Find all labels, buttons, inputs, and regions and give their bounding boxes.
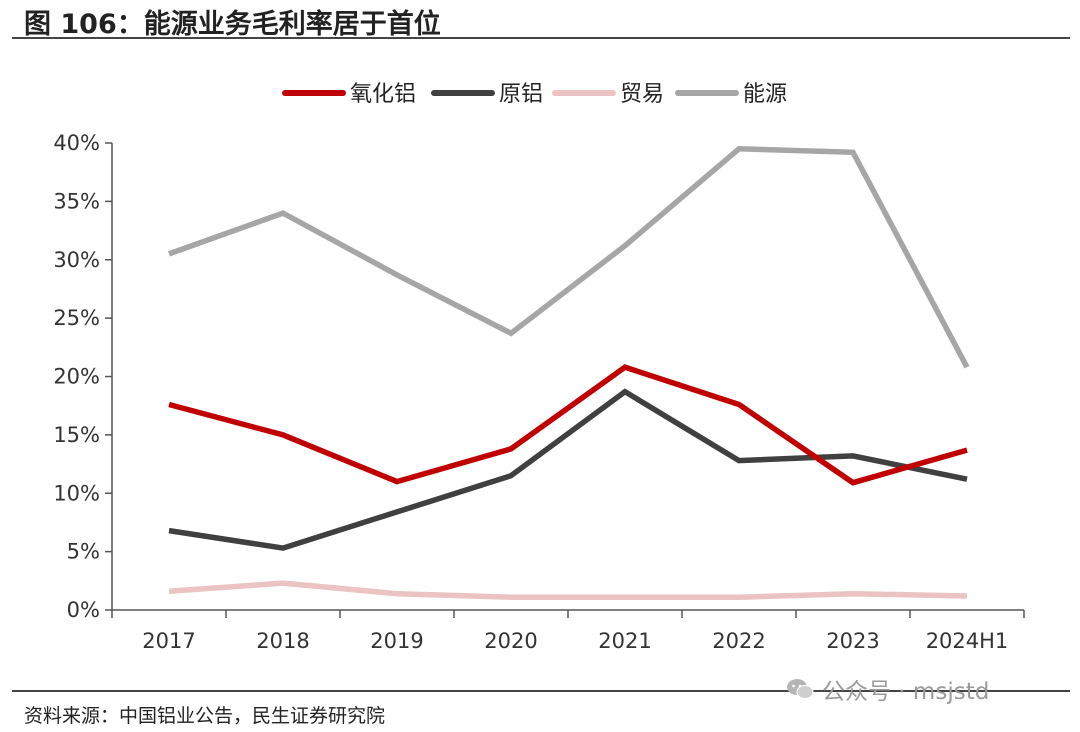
y-tick-label: 40%: [53, 131, 100, 155]
y-tick-label: 0%: [67, 598, 100, 622]
legend-label: 贸易: [620, 82, 664, 107]
series-line-1: [168, 364, 968, 486]
y-tick-label: 30%: [53, 248, 100, 272]
x-tick-label: 2022: [712, 629, 765, 653]
x-tick-label: 2021: [598, 629, 651, 653]
series-line-4: [168, 146, 970, 369]
series-line-2: [168, 388, 968, 551]
y-tick-label: 15%: [53, 423, 100, 447]
figure-title: 图 106：能源业务毛利率居于首位: [24, 9, 441, 40]
source-rule: [12, 690, 1070, 692]
watermark: 公众号 · msjstd: [786, 672, 989, 706]
y-tick-label: 10%: [53, 481, 100, 505]
x-tick-label: 2018: [256, 629, 309, 653]
line-chart: 氧化铝 原铝 贸易 能源 0% 5% 10% 15% 20% 25% 30% 35% 40% 2017 2…: [53, 82, 1025, 653]
wechat-icon: [787, 679, 814, 699]
legend-label: 氧化铝: [350, 82, 416, 107]
x-tick-label: 2023: [826, 629, 879, 653]
source-note: 资料来源：中国铝业公告，民生证券研究院: [24, 705, 386, 727]
watermark-text: 公众号 · msjstd: [822, 679, 990, 705]
title-rule: [12, 37, 1070, 39]
legend-label: 原铝: [499, 82, 543, 107]
y-tick-label: 5%: [67, 540, 100, 564]
chart-legend: 氧化铝 原铝 贸易 能源: [282, 82, 787, 107]
series-line-3: [168, 580, 968, 600]
chart-axes: 0% 5% 10% 15% 20% 25% 30% 35% 40% 2017 2018 2019 202…: [53, 131, 1025, 653]
chart-series: [168, 146, 970, 600]
legend-label: 能源: [743, 82, 787, 107]
y-tick-label: 35%: [53, 189, 100, 213]
x-tick-label: 2019: [370, 629, 423, 653]
y-tick-label: 20%: [53, 365, 100, 389]
x-tick-label: 2024H1: [926, 629, 1009, 653]
x-tick-label: 2020: [484, 629, 537, 653]
y-tick-label: 25%: [53, 306, 100, 330]
x-tick-label: 2017: [142, 629, 195, 653]
